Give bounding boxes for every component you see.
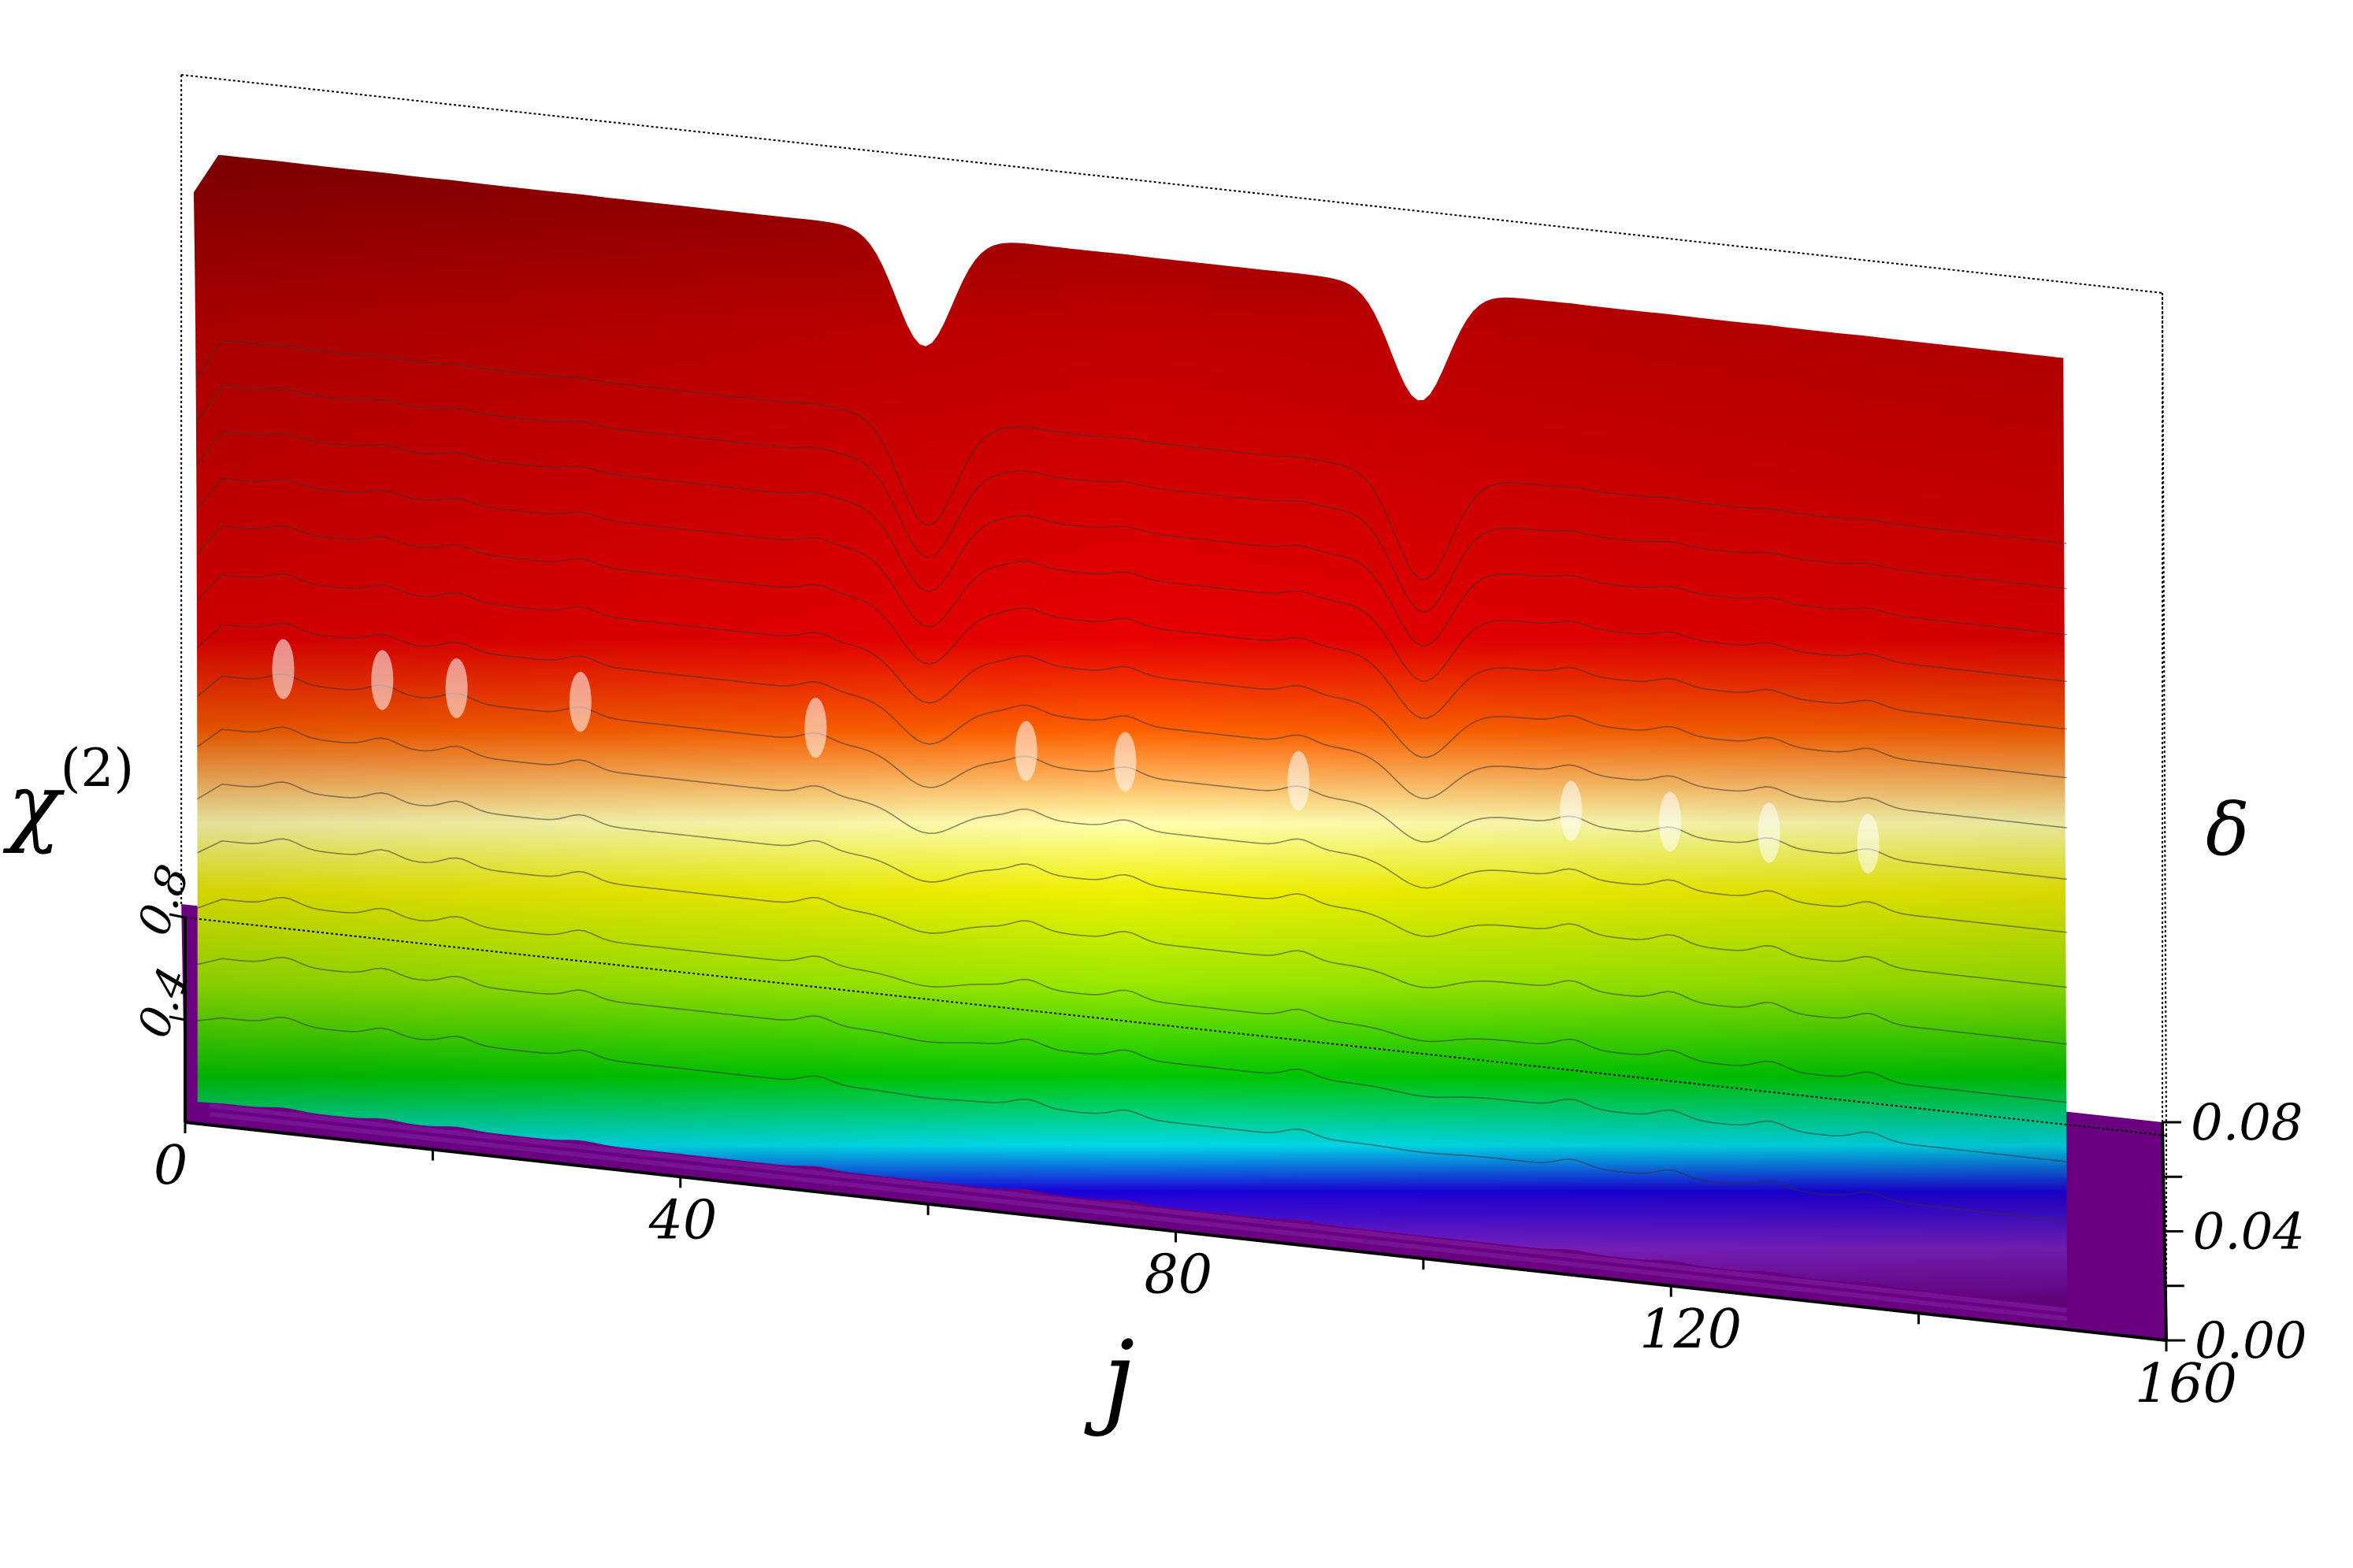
contour-line: [196, 622, 2067, 828]
y-tick-label: 0.04: [2193, 1203, 2306, 1262]
box-edge: [181, 74, 2163, 294]
box-edge: [2162, 292, 2167, 1136]
y-axis-title: δ: [2206, 788, 2249, 872]
ridge-highlight: [1114, 732, 1137, 792]
box-edge: [184, 917, 2167, 1136]
floor-stripe: [209, 1111, 2068, 1321]
contour-line: [197, 1017, 2068, 1222]
contour-line: [196, 525, 2067, 730]
z-axis-title-symbol: χ: [2, 754, 65, 855]
x-tick-label: 160: [2135, 1353, 2237, 1415]
contour-lines: [196, 339, 2068, 1222]
contour-line: [196, 726, 2067, 933]
y-axis: 0.00 0.04 0.08: [2161, 1094, 2307, 1370]
x-tick-label: 0: [154, 1135, 187, 1197]
ridge-highlight: [1659, 791, 1682, 852]
z-tick: [169, 1015, 186, 1021]
contour-line: [197, 896, 2068, 1103]
ridge-highlight: [272, 639, 295, 699]
ridge-highlight: [1757, 803, 1780, 863]
contour-line: [196, 384, 2067, 613]
x-axis: 0 40 80 120 160: [154, 1121, 2237, 1415]
ridge-highlights: [272, 639, 1880, 874]
z-axis-title-superscript: (2): [61, 738, 135, 799]
floor-stripe: [209, 1103, 2068, 1313]
y-tick-label: 0.08: [2191, 1094, 2303, 1152]
ridge-highlight: [1287, 751, 1310, 811]
y-tick-label: 0.00: [2195, 1312, 2307, 1370]
ridge-highlight: [569, 672, 592, 732]
z-tick: [169, 913, 186, 919]
contour-line: [197, 838, 2068, 1045]
x-tick-label: 120: [1639, 1299, 1742, 1361]
x-axis-title: j: [1084, 1318, 1134, 1438]
ridge-highlight: [1015, 721, 1037, 781]
surface-shading: [193, 154, 2068, 1307]
contour-line: [196, 781, 2068, 988]
contour-line: [196, 431, 2067, 647]
contour-line: [196, 339, 2067, 580]
ridge-highlight: [1857, 814, 1880, 874]
contour-line: [197, 956, 2068, 1162]
ridge-highlight: [371, 650, 394, 710]
ridge-highlight: [1560, 780, 1583, 841]
ridge-highlight: [445, 658, 468, 718]
contour-line: [196, 477, 2067, 682]
x-tick-label: 80: [1145, 1244, 1213, 1307]
contour-line: [196, 573, 2067, 779]
x-tick-label: 40: [648, 1189, 718, 1251]
z-axis-title: χ(2): [2, 738, 134, 855]
ridge-highlight: [804, 698, 827, 758]
